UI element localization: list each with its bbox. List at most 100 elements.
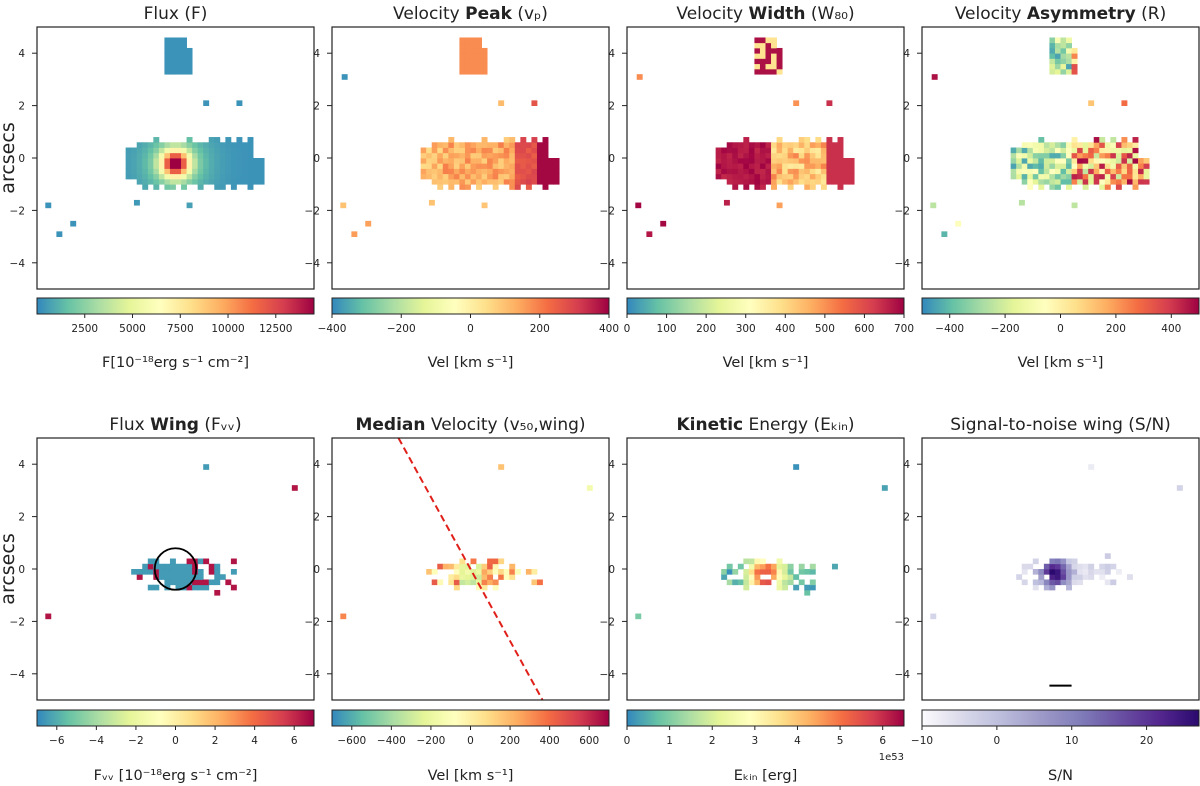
heatmap-pixel xyxy=(492,173,499,180)
heatmap-pixel xyxy=(442,147,449,154)
heatmap-pixel xyxy=(509,158,516,164)
heatmap-pixel xyxy=(776,563,783,570)
heatmap-pixel xyxy=(448,168,455,175)
heatmap-pixel xyxy=(754,142,761,148)
heatmap-pixel xyxy=(464,163,471,169)
heatmap-pixel xyxy=(142,142,149,148)
heatmap-pixel xyxy=(147,147,154,154)
heatmap-pixel xyxy=(448,574,455,580)
heatmap-pixel xyxy=(147,158,154,164)
colorbar-tick-label: −400 xyxy=(318,323,347,335)
heatmap-pixel xyxy=(1071,68,1078,75)
y-tick-label: 0 xyxy=(313,564,320,576)
heatmap-pixel xyxy=(1088,147,1095,154)
heatmap-pixel xyxy=(487,569,494,575)
heatmap-pixel xyxy=(743,147,750,154)
heatmap-pixel xyxy=(1060,579,1067,586)
heatmap-pixel xyxy=(837,158,844,164)
heatmap-pixel xyxy=(181,158,187,164)
heatmap-pixel xyxy=(1032,579,1039,586)
heatmap-pixel xyxy=(748,152,755,159)
heatmap-pixel xyxy=(1071,147,1078,154)
heatmap-pixel xyxy=(203,579,210,586)
heatmap-pixel xyxy=(1027,163,1034,169)
heatmap-pixel xyxy=(487,574,494,580)
heatmap-pixel xyxy=(1121,137,1128,143)
heatmap-pixel xyxy=(1054,142,1061,148)
heatmap-pixel xyxy=(476,584,482,591)
heatmap-pixel xyxy=(219,173,226,180)
heatmap-pixel xyxy=(782,563,789,570)
heatmap-pixel xyxy=(208,569,215,575)
heatmap-pixel xyxy=(169,158,176,164)
heatmap-pixel xyxy=(164,579,171,586)
heatmap-pixel xyxy=(1077,163,1084,169)
heatmap-pixel xyxy=(186,63,193,70)
heatmap-pixel xyxy=(1060,158,1067,164)
heatmap-pixel xyxy=(1049,574,1056,580)
heatmap-pixel xyxy=(793,574,800,580)
heatmap-pixel xyxy=(765,163,772,169)
heatmap-pixel xyxy=(230,584,237,591)
heatmap-pixel xyxy=(214,173,221,180)
heatmap-pixel xyxy=(197,147,204,154)
heatmap-pixel xyxy=(1066,163,1072,169)
heatmap-pixel xyxy=(771,58,777,65)
heatmap-pixel xyxy=(765,173,772,180)
heatmap-pixel xyxy=(743,574,750,580)
heatmap-pixel xyxy=(1071,47,1078,54)
heatmap-pixel xyxy=(186,584,193,591)
heatmap-pixel xyxy=(253,178,259,185)
heatmap-pixel xyxy=(208,163,215,169)
heatmap-pixel xyxy=(804,137,811,143)
heatmap-pixel xyxy=(848,168,855,175)
heatmap-pixel xyxy=(1126,168,1133,175)
heatmap-pixel xyxy=(1049,563,1056,570)
heatmap-pixel xyxy=(487,147,494,154)
heatmap-pixel xyxy=(525,569,532,575)
y-tick-label: 0 xyxy=(903,564,910,576)
heatmap-pixel xyxy=(1088,574,1095,580)
heatmap-pixel xyxy=(520,173,527,180)
heatmap-pixel xyxy=(1066,68,1072,75)
heatmap-pixel xyxy=(776,163,783,169)
heatmap-pixel xyxy=(459,558,466,565)
heatmap-pixel xyxy=(470,168,477,175)
heatmap-pixel xyxy=(798,137,805,143)
heatmap-pixel xyxy=(197,584,204,591)
heatmap-pixel xyxy=(809,147,816,154)
heatmap-pixel xyxy=(169,184,176,190)
heatmap-pixel xyxy=(492,163,499,169)
heatmap-pixel xyxy=(236,137,243,143)
heatmap-pixel xyxy=(1071,152,1078,159)
heatmap-pixel xyxy=(1088,464,1095,470)
heatmap-pixel xyxy=(520,163,527,169)
heatmap-pixel xyxy=(776,558,783,565)
heatmap-pixel xyxy=(351,231,358,237)
heatmap-pixel xyxy=(459,158,466,164)
heatmap-pixel xyxy=(732,168,739,175)
heatmap-pixel xyxy=(1115,158,1122,164)
heatmap-pixel xyxy=(804,142,811,148)
heatmap-pixel xyxy=(214,158,221,164)
heatmap-pixel xyxy=(487,173,494,180)
heatmap-pixel xyxy=(164,168,171,175)
heatmap-pixel xyxy=(1121,100,1128,106)
colorbar-tick-label: 12500 xyxy=(259,323,292,335)
colorbar xyxy=(626,297,905,315)
heatmap-pixel xyxy=(542,173,549,180)
heatmap-pixel xyxy=(930,613,937,620)
heatmap-pixel xyxy=(804,584,811,591)
panel-title-part: Flux xyxy=(109,415,150,435)
panel-title: Velocity Peak (vₚ) xyxy=(393,4,548,24)
heatmap-pixel xyxy=(341,74,348,80)
heatmap-pixel xyxy=(230,569,237,575)
heatmap-pixel xyxy=(771,37,777,44)
heatmap-pixel xyxy=(437,152,444,159)
heatmap-pixel xyxy=(1054,47,1061,54)
heatmap-pixel xyxy=(531,152,538,159)
heatmap-pixel xyxy=(147,558,154,565)
heatmap-pixel xyxy=(476,163,482,169)
heatmap-pixel xyxy=(219,184,226,190)
heatmap-pixel xyxy=(776,53,783,59)
